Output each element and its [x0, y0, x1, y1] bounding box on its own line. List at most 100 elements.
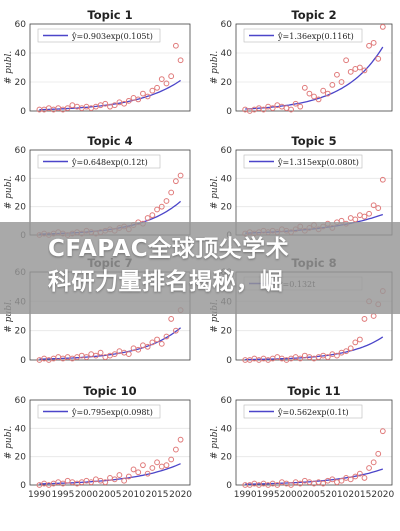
data-point [172, 42, 179, 49]
fit-curve [39, 79, 181, 111]
data-point [135, 346, 142, 353]
legend-text: ŷ=0.562exp(0.1t) [277, 408, 349, 417]
x-tick-label: 2005 [303, 490, 326, 500]
legend-text: ŷ=0.903exp(0.105t) [71, 32, 153, 41]
data-point [92, 352, 99, 359]
y-tick-label: 0 [20, 481, 26, 491]
y-tick-label: 0 [20, 107, 26, 117]
y-tick-label: 0 [226, 481, 232, 491]
data-point [154, 336, 160, 343]
data-point [177, 436, 184, 443]
data-point [338, 477, 345, 484]
data-point [88, 351, 95, 358]
y-tick-label: 60 [15, 146, 27, 156]
legend-box [243, 28, 363, 43]
x-tick-label: 2020 [371, 490, 394, 500]
data-point [347, 345, 354, 352]
data-point [163, 80, 170, 87]
data-point [352, 339, 359, 346]
x-tick-label: 2020 [169, 490, 192, 500]
data-point [379, 176, 386, 183]
data-point [361, 213, 368, 220]
data-point [297, 103, 304, 110]
data-point [297, 355, 304, 362]
overlay-line-1: CFAPAC全球顶尖学术 [48, 236, 290, 262]
data-point [163, 198, 170, 204]
data-point [269, 105, 276, 111]
x-tick-label: 2015 [146, 490, 169, 500]
data-point [55, 105, 62, 111]
chart-title: Topic 1 [87, 8, 132, 22]
legend-box [37, 404, 161, 419]
data-point [149, 87, 156, 94]
chart-panel: 0 20 40 60 # publ. Topic 11 ŷ=0.562exp(0.1t) 19… [210, 384, 395, 500]
data-point [356, 64, 363, 71]
data-point [375, 205, 382, 211]
x-tick-label: 1990 [28, 490, 51, 500]
data-point [144, 215, 151, 221]
axes-frame [29, 399, 191, 486]
y-tick-label: 20 [15, 78, 27, 88]
data-point [347, 68, 354, 75]
data-point [297, 480, 304, 487]
legend-box [243, 154, 363, 169]
chart-panel: 0 20 40 60 # publ. Topic 1 ŷ=0.903exp(0.105t) [4, 8, 191, 117]
data-point [149, 465, 156, 471]
axes-frame [29, 23, 191, 112]
data-point [320, 87, 327, 94]
data-point [320, 480, 327, 487]
y-tick-label: 40 [221, 424, 233, 434]
x-tick-label: 2010 [325, 490, 348, 500]
y-axis-label: # publ. [4, 299, 14, 333]
data-point [130, 466, 137, 473]
data-point [121, 477, 128, 484]
data-point [172, 327, 179, 334]
data-point [102, 479, 109, 486]
data-point [352, 216, 359, 223]
data-point [283, 105, 290, 111]
data-point [168, 73, 175, 80]
data-point [370, 39, 377, 46]
data-point [334, 352, 340, 359]
data-point [311, 93, 317, 100]
data-point [366, 465, 372, 471]
y-tick-label: 0 [226, 356, 232, 366]
y-axis-label: # publ. [210, 176, 220, 210]
data-point [144, 93, 151, 100]
data-point [177, 172, 184, 179]
data-point [64, 105, 71, 111]
legend-text: ŷ=1.36exp(0.116t) [277, 32, 354, 41]
data-point [168, 316, 175, 322]
x-tick-label: 2000 [75, 490, 98, 500]
data-point [301, 84, 308, 91]
data-point [121, 100, 128, 107]
y-tick-label: 20 [221, 453, 233, 463]
y-tick-label: 20 [221, 203, 233, 213]
data-point [329, 82, 336, 88]
axes-frame [235, 399, 393, 486]
data-point [140, 462, 146, 469]
data-point [154, 84, 160, 91]
data-point [168, 456, 175, 463]
overlay-banner: CFAPAC全球顶尖学术 科研力量排名揭秘，崛 [0, 222, 400, 314]
legend-box [37, 154, 161, 169]
y-axis-label: # publ. [4, 426, 14, 460]
x-tick-label: 2015 [348, 490, 371, 500]
chart-title: Topic 4 [87, 134, 132, 148]
data-point [375, 450, 382, 457]
overlay-line-2: 科研力量排名揭秘，崛 [48, 269, 283, 295]
fit-curve [245, 336, 384, 361]
data-point [334, 479, 340, 486]
data-point [366, 210, 372, 217]
data-point [60, 480, 66, 487]
chart-title: Topic 11 [287, 384, 340, 398]
data-point [329, 476, 336, 483]
data-point [347, 215, 354, 221]
data-point [356, 470, 363, 477]
data-point [149, 339, 156, 346]
y-tick-label: 60 [221, 20, 233, 30]
x-tick-label: 2010 [122, 490, 145, 500]
data-point [352, 66, 359, 72]
y-tick-label: 20 [221, 78, 233, 88]
chart-title: Topic 5 [291, 134, 336, 148]
